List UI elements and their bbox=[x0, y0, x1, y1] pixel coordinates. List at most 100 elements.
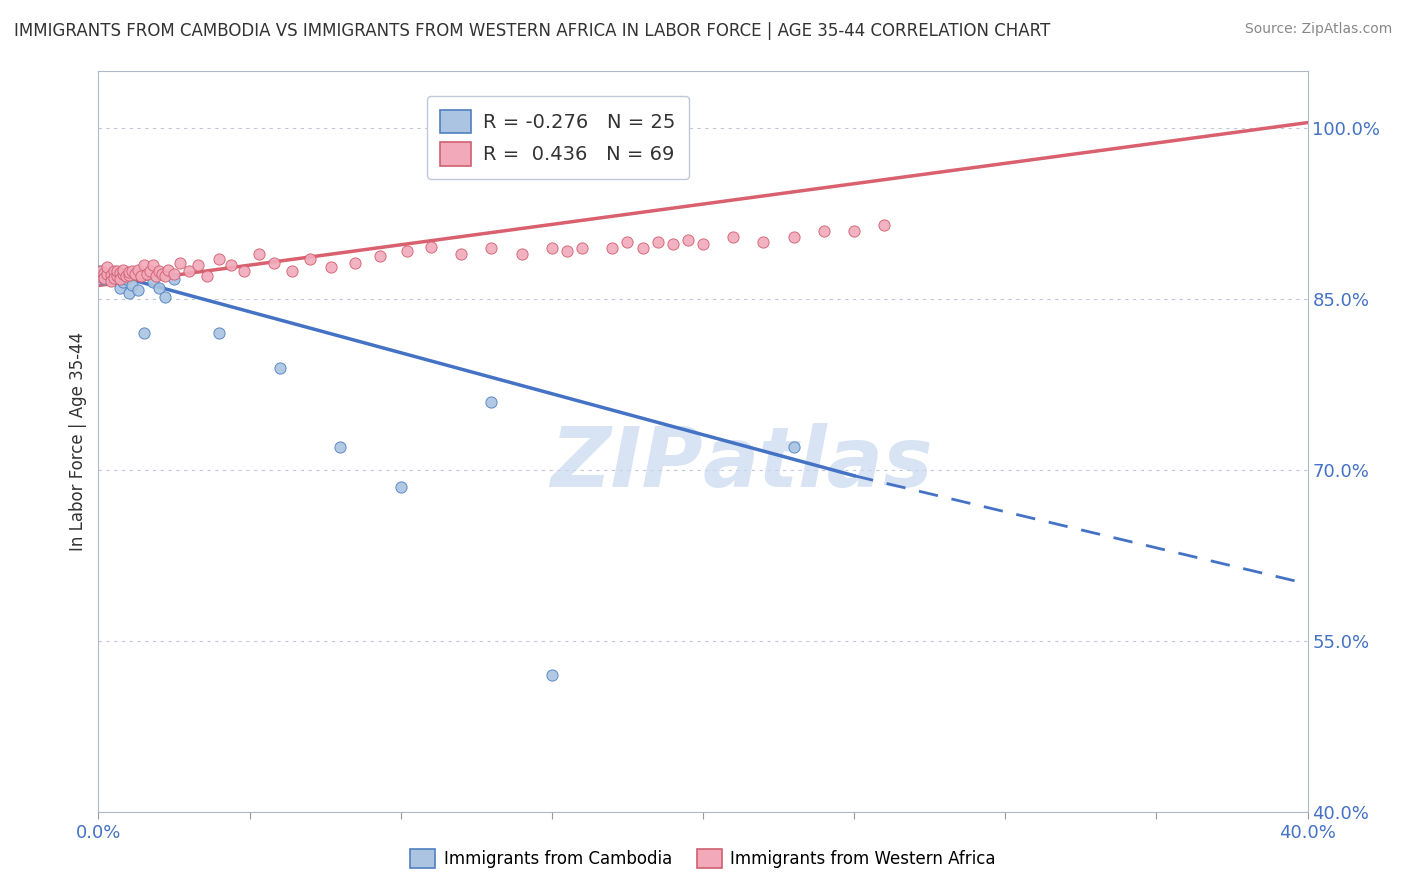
Point bbox=[121, 278, 143, 293]
Y-axis label: In Labor Force | Age 35-44: In Labor Force | Age 35-44 bbox=[69, 332, 87, 551]
Point bbox=[150, 267, 173, 281]
Text: atlas: atlas bbox=[703, 423, 934, 504]
Point bbox=[103, 263, 125, 277]
Point bbox=[153, 290, 176, 304]
Point bbox=[661, 237, 683, 252]
Point bbox=[299, 252, 322, 267]
Point bbox=[114, 269, 136, 284]
Point bbox=[752, 235, 775, 250]
Point bbox=[93, 266, 115, 280]
Point bbox=[344, 256, 367, 270]
Point bbox=[100, 268, 122, 283]
Point bbox=[481, 394, 503, 409]
Point bbox=[540, 668, 562, 682]
Point bbox=[121, 263, 143, 277]
Point bbox=[111, 275, 134, 289]
Point bbox=[153, 269, 176, 284]
Point bbox=[602, 241, 624, 255]
Point bbox=[221, 258, 243, 272]
Legend: Immigrants from Cambodia, Immigrants from Western Africa: Immigrants from Cambodia, Immigrants fro… bbox=[404, 842, 1002, 875]
Point bbox=[169, 256, 191, 270]
Point bbox=[676, 233, 699, 247]
Point bbox=[135, 267, 157, 281]
Point bbox=[195, 269, 218, 284]
Point bbox=[105, 263, 128, 277]
Point bbox=[783, 229, 806, 244]
Point bbox=[142, 275, 165, 289]
Point bbox=[247, 246, 270, 260]
Text: Source: ZipAtlas.com: Source: ZipAtlas.com bbox=[1244, 22, 1392, 37]
Point bbox=[105, 266, 128, 280]
Point bbox=[103, 270, 125, 285]
Point bbox=[723, 229, 745, 244]
Point bbox=[873, 218, 896, 232]
Point bbox=[420, 240, 443, 254]
Point bbox=[105, 269, 128, 284]
Point bbox=[450, 246, 472, 260]
Point bbox=[111, 262, 134, 277]
Point bbox=[163, 267, 186, 281]
Point bbox=[148, 281, 170, 295]
Point bbox=[100, 268, 122, 283]
Point bbox=[118, 286, 141, 301]
Point bbox=[281, 263, 304, 277]
Point bbox=[124, 267, 146, 281]
Point bbox=[93, 271, 115, 285]
Point bbox=[510, 246, 533, 260]
Point bbox=[844, 224, 866, 238]
Point bbox=[118, 268, 141, 283]
Point bbox=[108, 271, 131, 285]
Point bbox=[647, 235, 669, 250]
Point bbox=[389, 480, 412, 494]
Point bbox=[114, 271, 136, 285]
Point bbox=[132, 326, 155, 341]
Point bbox=[108, 266, 131, 280]
Point bbox=[321, 260, 343, 275]
Point bbox=[87, 263, 110, 277]
Point bbox=[90, 263, 112, 277]
Point bbox=[395, 244, 418, 259]
Point bbox=[555, 244, 578, 259]
Point bbox=[87, 269, 110, 284]
Point bbox=[208, 326, 231, 341]
Point bbox=[118, 265, 141, 279]
Legend: R = -0.276   N = 25, R =  0.436   N = 69: R = -0.276 N = 25, R = 0.436 N = 69 bbox=[426, 95, 689, 179]
Point bbox=[142, 258, 165, 272]
Point bbox=[127, 262, 149, 277]
Point bbox=[540, 241, 562, 255]
Point bbox=[616, 235, 638, 250]
Point bbox=[571, 241, 593, 255]
Point bbox=[783, 440, 806, 454]
Point bbox=[96, 267, 118, 281]
Point bbox=[208, 252, 231, 267]
Point bbox=[100, 274, 122, 288]
Point bbox=[179, 263, 201, 277]
Point bbox=[139, 263, 162, 277]
Point bbox=[813, 224, 835, 238]
Point bbox=[96, 267, 118, 281]
Point bbox=[692, 237, 714, 252]
Point bbox=[163, 271, 186, 285]
Point bbox=[145, 269, 167, 284]
Point bbox=[368, 249, 391, 263]
Point bbox=[263, 256, 285, 270]
Point bbox=[93, 270, 115, 285]
Point bbox=[148, 263, 170, 277]
Text: IMMIGRANTS FROM CAMBODIA VS IMMIGRANTS FROM WESTERN AFRICA IN LABOR FORCE | AGE : IMMIGRANTS FROM CAMBODIA VS IMMIGRANTS F… bbox=[14, 22, 1050, 40]
Point bbox=[90, 269, 112, 284]
Point bbox=[108, 281, 131, 295]
Text: ZIP: ZIP bbox=[550, 423, 703, 504]
Point bbox=[111, 267, 134, 281]
Point bbox=[187, 258, 209, 272]
Point bbox=[132, 258, 155, 272]
Point bbox=[481, 241, 503, 255]
Point bbox=[127, 283, 149, 297]
Point bbox=[232, 263, 254, 277]
Point bbox=[96, 260, 118, 275]
Point bbox=[329, 440, 352, 454]
Point bbox=[129, 269, 152, 284]
Point bbox=[156, 262, 179, 277]
Point bbox=[269, 360, 291, 375]
Point bbox=[631, 241, 654, 255]
Point bbox=[103, 270, 125, 285]
